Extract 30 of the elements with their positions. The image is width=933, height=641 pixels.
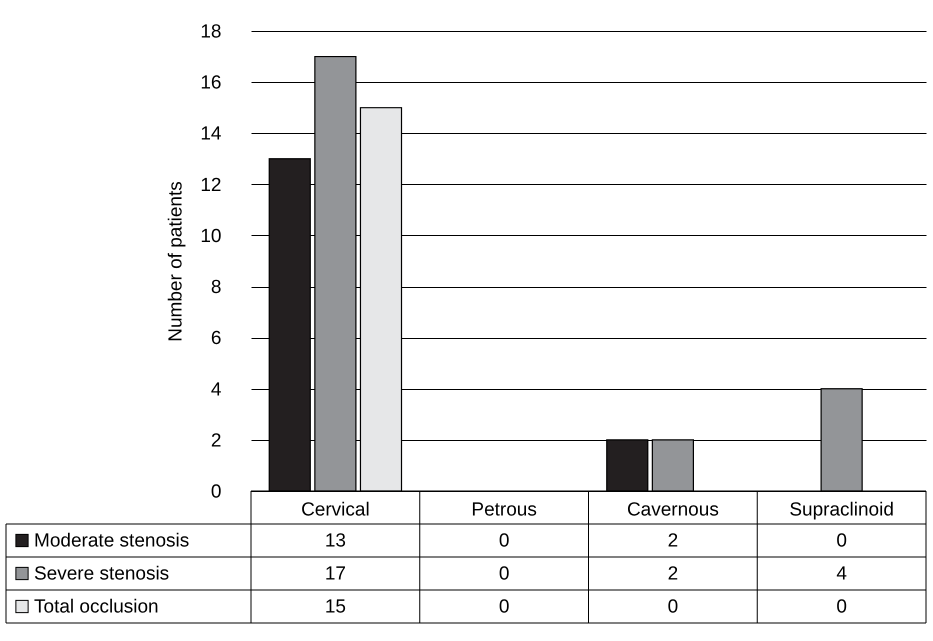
y-tick-label: 2 [210, 430, 222, 452]
data-label: 0 [498, 530, 510, 552]
y-tick-label: 12 [200, 174, 222, 196]
x-tick-label: Cavernous [626, 500, 719, 520]
x-tick-label: Supraclinoid [789, 500, 894, 520]
y-tick-label: 10 [200, 226, 222, 247]
data-label: 2 [668, 530, 678, 552]
data-label: 4 [836, 564, 848, 584]
y-axis-title: Number of patients [165, 181, 186, 342]
y-tick-label: 6 [210, 328, 222, 350]
data-label: 13 [324, 530, 346, 552]
y-tick-label: 8 [210, 277, 222, 298]
data-label: 2 [668, 564, 678, 584]
y-tick-label: 18 [200, 22, 222, 42]
data-label: 0 [836, 530, 847, 552]
data-label: 0 [668, 596, 678, 618]
data-label: 0 [836, 596, 847, 618]
y-tick-label: 4 [210, 379, 222, 400]
x-tick-label: Petrous [471, 500, 537, 520]
legend-label: Severe stenosis [34, 564, 170, 584]
data-label: 17 [324, 564, 346, 584]
legend-label: Total occlusion [34, 596, 159, 618]
y-tick-label: 14 [200, 124, 222, 145]
y-tick-label: 0 [210, 482, 222, 502]
y-tick-label: 16 [200, 72, 222, 94]
data-label: 0 [498, 596, 510, 618]
x-tick-label: Cervical [301, 500, 370, 520]
data-label: 15 [324, 596, 346, 618]
data-label: 0 [498, 564, 510, 584]
legend-label: Moderate stenosis [34, 530, 190, 552]
